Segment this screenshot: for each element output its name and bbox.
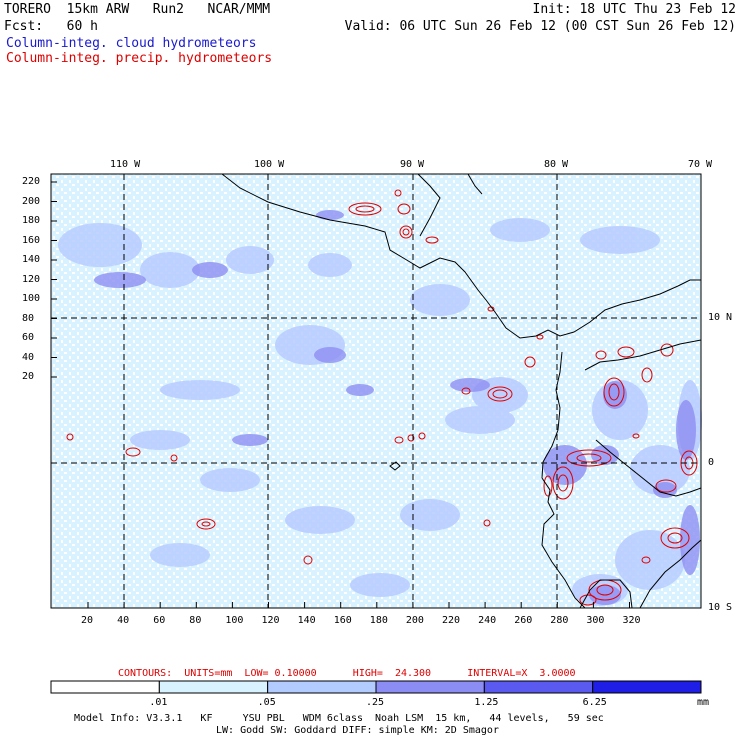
lat-label-10n: 10 N <box>708 312 733 323</box>
y-tick-label: 220 <box>22 176 41 187</box>
x-tick-label: 60 <box>153 615 166 626</box>
lat-label-0: 0 <box>708 457 715 468</box>
colorbar-segment <box>50 680 160 694</box>
colorbar-segment <box>267 680 377 694</box>
lon-label-70w: 70 W <box>688 159 713 170</box>
x-tick-label: 160 <box>333 615 352 626</box>
colorbar-level-label: .05 <box>257 697 276 708</box>
contour-info: CONTOURS: UNITS=mm LOW= 0.10000 HIGH= 24… <box>118 668 576 679</box>
model-info-line2: LW: Godd SW: Goddard DIFF: simple KM: 2D… <box>216 725 499 736</box>
y-tick-label: 40 <box>22 351 35 363</box>
precip-contours <box>66 189 698 606</box>
y-tick-label: 200 <box>22 195 41 207</box>
colorbar-segment <box>592 680 702 694</box>
colorbar-level-label: .25 <box>366 697 385 708</box>
x-tick-label: 320 <box>622 615 641 626</box>
x-tick-label: 220 <box>442 615 461 626</box>
colorbar-level-label: .01 <box>149 697 168 708</box>
y-tick-label: 80 <box>22 312 35 324</box>
cloud-patches-light <box>58 218 702 606</box>
x-tick-label: 300 <box>586 615 605 626</box>
model-info-line1: Model Info: V3.3.1 KF YSU PBL WDM 6class… <box>74 713 604 724</box>
lat-label-10s: 10 S <box>708 602 733 613</box>
x-tick-label: 80 <box>189 615 202 626</box>
frame-ticks <box>51 181 630 608</box>
x-tick-label: 280 <box>550 615 569 626</box>
x-tick-label: 40 <box>117 615 130 626</box>
x-tick-label: 200 <box>405 615 424 626</box>
colorbar-unit: mm <box>697 697 710 708</box>
lon-label-80w: 80 W <box>544 159 569 170</box>
legend-precip-label: Column-integ. precip. hydrometeors <box>6 51 273 66</box>
coastlines <box>221 173 702 609</box>
graticule <box>51 174 701 608</box>
forecast-hour: Fcst: 60 h <box>4 19 98 34</box>
legend-cloud-label: Column-integ. cloud hydrometeors <box>6 36 257 51</box>
x-tick-label: 260 <box>514 615 533 626</box>
y-tick-label: 160 <box>22 234 41 246</box>
colorbar-level-label: 1.25 <box>474 697 499 708</box>
map-frame <box>50 173 702 609</box>
valid-time: Valid: 06 UTC Sun 26 Feb 12 (00 CST Sun … <box>344 19 736 34</box>
y-tick-label: 180 <box>22 215 41 226</box>
y-tick-label: 140 <box>22 254 41 265</box>
y-tick-label: 120 <box>22 273 41 285</box>
init-time: Init: 18 UTC Thu 23 Feb 12 <box>532 2 737 17</box>
x-tick-label: 100 <box>225 615 244 626</box>
y-tick-label: 20 <box>22 371 35 382</box>
x-tick-label: 180 <box>369 615 388 626</box>
y-tick-label: 60 <box>22 332 35 343</box>
x-tick-label: 140 <box>297 615 316 626</box>
x-tick-label: 20 <box>81 615 94 626</box>
lon-label-110w: 110 W <box>110 159 141 170</box>
x-tick-label: 120 <box>261 615 280 626</box>
colorbar-level-label: 6.25 <box>582 697 607 708</box>
y-tick-label: 100 <box>22 293 41 304</box>
model-title: TORERO 15km ARW Run2 NCAR/MMM <box>4 2 271 17</box>
lon-label-100w: 100 W <box>254 159 285 170</box>
lon-label-90w: 90 W <box>400 159 425 170</box>
x-tick-label: 240 <box>478 615 497 626</box>
colorbar-segment <box>483 680 594 694</box>
colorbar <box>50 680 702 694</box>
colorbar-segment <box>375 680 485 694</box>
colorbar-segment <box>158 680 269 694</box>
